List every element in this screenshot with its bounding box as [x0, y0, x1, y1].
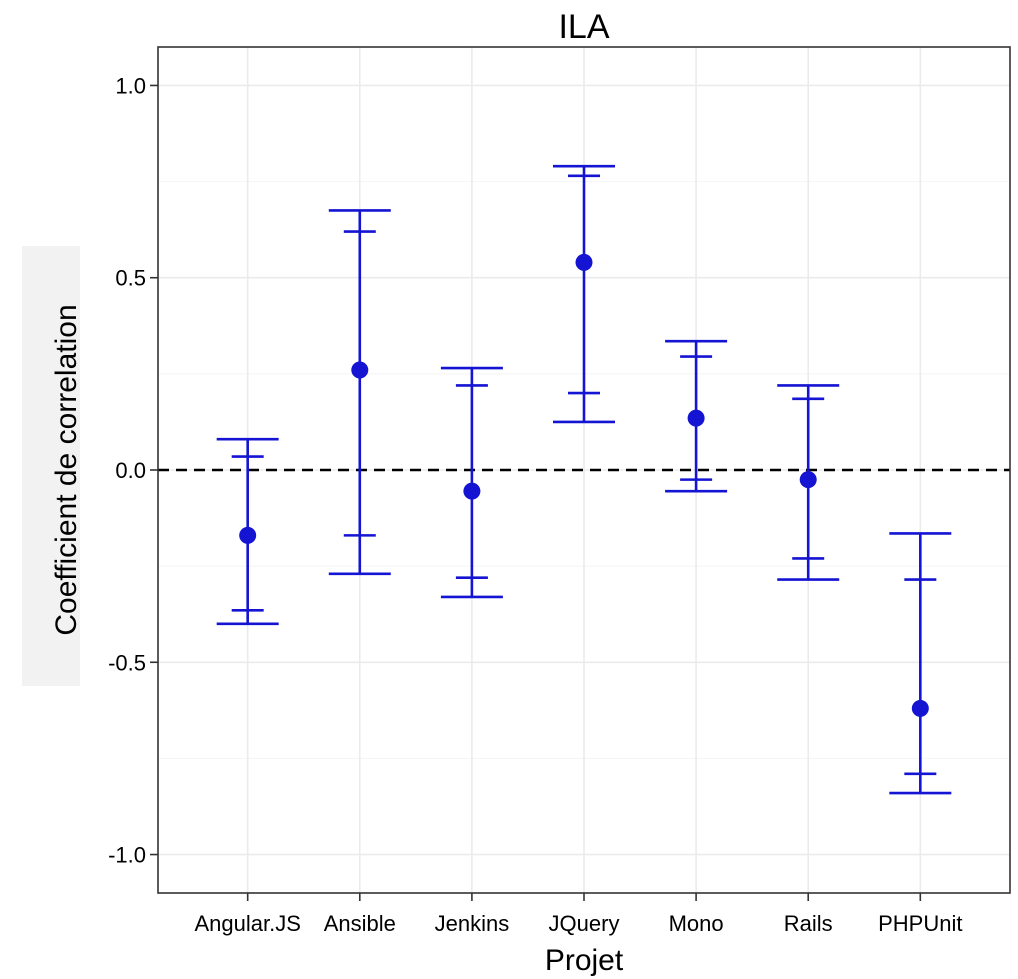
y-axis: -1.0 -0.5 0.0 0.5 1.0 [108, 73, 158, 868]
errorbar-mono [665, 339, 728, 493]
y-axis-title-background [22, 246, 80, 686]
y-tick-label: -0.5 [108, 650, 146, 675]
y-tick-label: 0.5 [115, 266, 146, 291]
x-axis-title: Projet [545, 944, 624, 977]
point-estimate [799, 471, 817, 489]
chart-title: ILA [558, 8, 609, 46]
errorbar-jenkins [440, 366, 503, 599]
point-estimate [911, 699, 929, 717]
point-estimate [687, 409, 705, 427]
x-tick-label: Jenkins [435, 911, 510, 936]
x-tick-label: JQuery [549, 911, 620, 936]
y-tick-label: -1.0 [108, 843, 146, 868]
error-bars [216, 164, 952, 795]
x-tick-label: Rails [784, 911, 833, 936]
x-tick-label: Mono [669, 911, 724, 936]
errorbar-ansible [328, 209, 391, 576]
x-axis: Angular.JS Ansible Jenkins JQuery Mono Rails P… [194, 893, 962, 936]
errorbar-jquery [553, 164, 615, 424]
x-tick-label: PHPUnit [878, 911, 962, 936]
errorbar-angular-js [216, 437, 279, 626]
point-estimate [575, 253, 593, 271]
x-tick-label: Ansible [324, 911, 396, 936]
errorbar-rails [777, 384, 840, 581]
point-estimate [351, 361, 369, 379]
y-axis-title: Coefficient de correlation [50, 304, 83, 635]
errorbar-phpunit [889, 532, 952, 795]
x-tick-label: Angular.JS [194, 911, 300, 936]
point-estimate [239, 526, 257, 544]
point-estimate [463, 482, 481, 500]
y-tick-label: 1.0 [115, 73, 146, 98]
y-tick-label: 0.0 [115, 458, 146, 483]
